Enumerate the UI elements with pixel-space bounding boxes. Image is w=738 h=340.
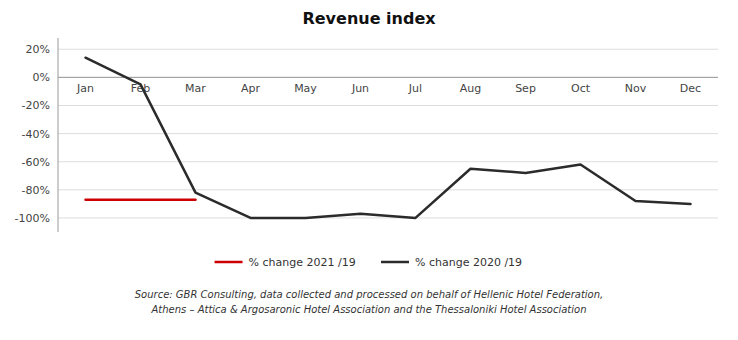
y-tick-label: -40%	[22, 128, 50, 141]
title: Revenue index	[302, 9, 436, 28]
x-tick-label: May	[294, 82, 317, 95]
x-tick-label: Apr	[241, 82, 261, 95]
chart: Revenue index -100% -80% -60% -40% -20% 0% 20% J…	[0, 0, 738, 340]
legend-label: % change 2020 /19	[415, 256, 522, 269]
y-tick-label: -20%	[22, 99, 50, 112]
x-tick-label: Nov	[625, 82, 647, 95]
source-note: Source: GBR Consulting, data collected a…	[135, 289, 604, 300]
x-tick-label: Jan	[76, 82, 94, 95]
y-tick-label: 0%	[33, 71, 50, 84]
x-tick-label: Jun	[351, 82, 369, 95]
x-tick-label: Dec	[680, 82, 701, 95]
y-tick-label: -60%	[22, 156, 50, 169]
y-tick-label: -80%	[22, 184, 50, 197]
lines	[86, 58, 691, 218]
y-tick-label: -100%	[15, 212, 50, 225]
x-tick-label: Sep	[515, 82, 536, 95]
source-note: Athens – Attica & Argosaronic Hotel Asso…	[150, 304, 586, 315]
grid	[58, 49, 718, 218]
y-tick-label: 20%	[26, 43, 50, 56]
y-axis-line	[58, 38, 59, 232]
x-tick-label: Mar	[185, 82, 206, 95]
x-tick-label: Oct	[571, 82, 591, 95]
grid-line	[58, 77, 718, 78]
grid-line	[58, 133, 718, 134]
grid-line	[58, 217, 718, 218]
series-line	[86, 198, 196, 201]
grid-line	[58, 161, 718, 162]
x-tick-label: Aug	[460, 82, 481, 95]
zero-line	[58, 77, 718, 78]
legend-swatch	[215, 261, 243, 264]
grid-line	[58, 105, 718, 106]
legend-swatch	[381, 261, 409, 264]
series-line	[86, 58, 691, 218]
x-tick-label: Jul	[408, 82, 422, 95]
grid-line	[58, 49, 718, 50]
legend-label: % change 2021 /19	[249, 256, 356, 269]
legend: % change 2021 /19 % change 2020 /19	[215, 256, 523, 269]
